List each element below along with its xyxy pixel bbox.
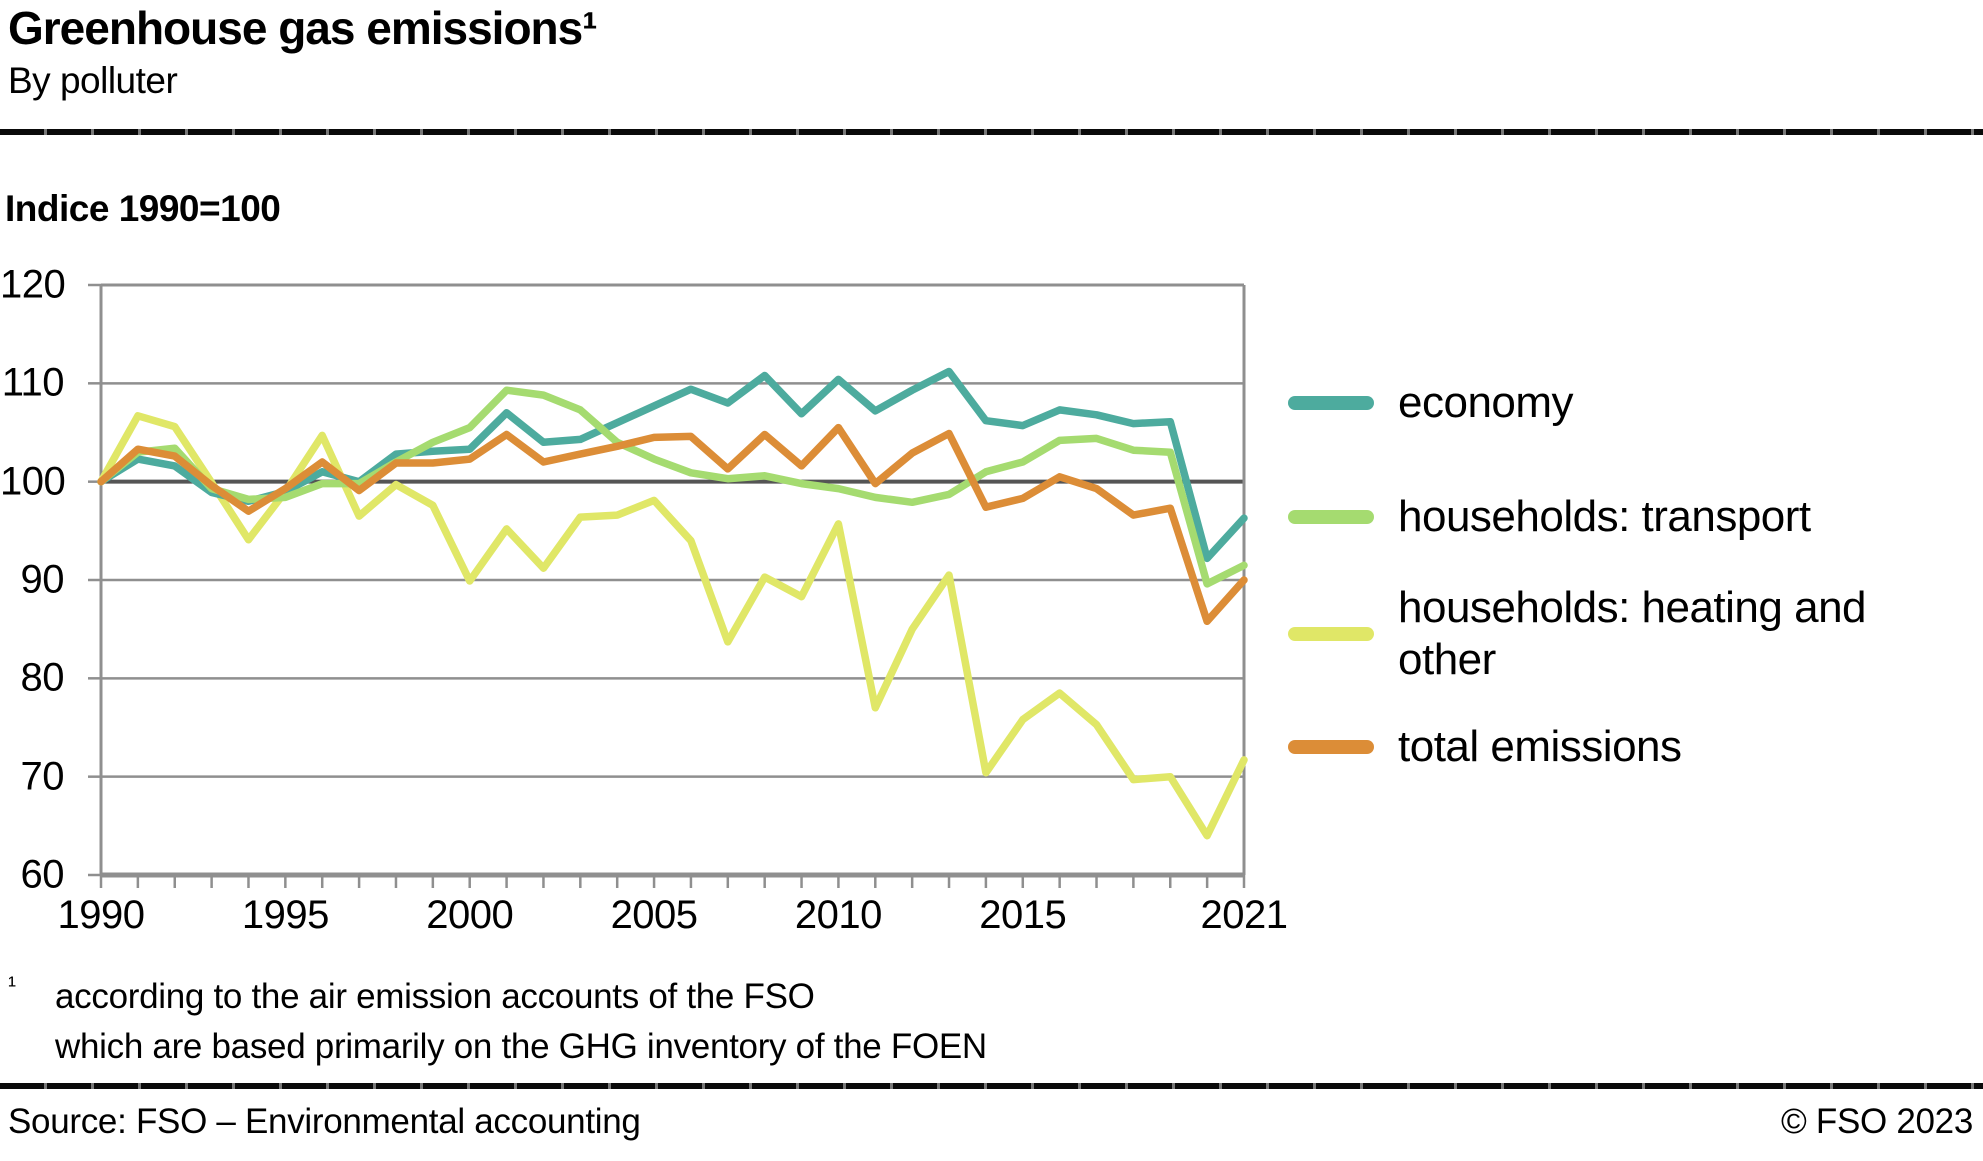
footnote-line-1: according to the air emission accounts o… [55,977,815,1016]
x-axis-label: 1995 [241,893,329,937]
footnote-text: according to the air emission accounts o… [55,972,1355,1072]
footer-divider [0,1083,1983,1089]
y-axis-label: 60 [20,852,65,897]
x-axis-label: 2015 [979,893,1067,937]
x-axis-label: 2005 [610,893,698,937]
legend-label-text: households: heating and [1398,583,1867,632]
footnote-marker: ¹ [8,972,16,999]
legend-label-text: total emissions [1398,722,1682,771]
legend-item-households-transport: households: transport [1288,491,1948,543]
x-axis-label: 2000 [426,893,514,937]
legend-item-economy: economy [1288,377,1948,429]
series-line-total-emissions [97,423,1248,626]
transport-line-swatch [1288,510,1374,524]
y-axis-label: 110 [1,360,65,405]
legend-item-total-emissions: total emissions [1288,721,1948,773]
legend-label: total emissions [1398,721,1682,773]
y-axis-label: 70 [20,754,65,799]
x-axis-label: 1990 [57,893,145,937]
y-axis-label: 120 [0,262,66,307]
source-text: Source: FSO – Environmental accounting [8,1102,641,1141]
legend-label: economy [1398,377,1574,429]
header-divider [0,129,1983,135]
page-subtitle: By polluter [8,60,178,101]
y-axis-label: 90 [20,557,65,602]
economy-line-swatch [1288,396,1374,410]
copyright-text: © FSO 2023 [1780,1102,1973,1141]
chart-canvas [88,283,1248,888]
legend-label-text: economy [1398,378,1574,427]
x-axis-label: 2010 [794,893,882,937]
line-chart [88,283,1248,888]
series-line-households-transport [97,386,1248,588]
y-axis-title: Indice 1990=100 [5,188,281,229]
legend-label: households: transport [1398,491,1811,543]
legend-label-text: households: transport [1398,492,1811,541]
footnote-line-2: which are based primarily on the GHG inv… [55,1027,987,1066]
y-axis-label: 100 [0,459,66,504]
y-axis-label: 80 [20,655,65,700]
x-axis-label: 2021 [1200,893,1288,937]
legend-label-text-line2: other [1398,635,1496,684]
page-title: Greenhouse gas emissions¹ [8,2,598,54]
legend-label: households: heating and other [1398,582,1867,686]
total-line-swatch [1288,740,1374,754]
heating-line-swatch [1288,627,1374,641]
legend-item-households-heating: households: heating and other [1288,582,1948,686]
